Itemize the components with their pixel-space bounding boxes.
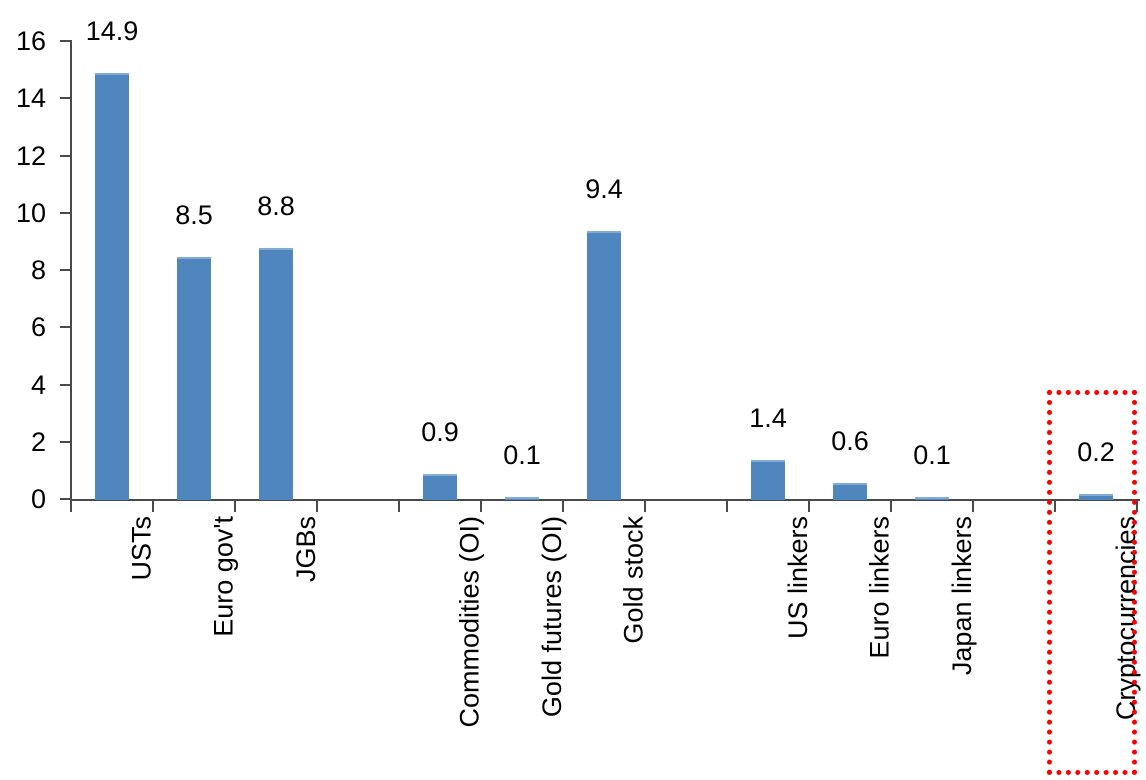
- category-label-japan-linkers: Japan linkers: [947, 516, 977, 676]
- category-label-euro-linkers: Euro linkers: [865, 516, 895, 659]
- x-tick-3: [316, 500, 318, 512]
- value-label-gold-futures-oi: 0.1: [503, 440, 541, 470]
- x-tick-9: [808, 500, 810, 512]
- y-tick-label-8: 8: [30, 255, 46, 285]
- bar-commodities-oi: [423, 474, 457, 500]
- value-label-usts: 14.9: [85, 16, 139, 46]
- y-tick-14: [60, 97, 72, 100]
- bar-gold-futures-oi: [505, 497, 539, 500]
- y-tick-6: [60, 326, 72, 329]
- highlight-box: [1047, 390, 1137, 775]
- category-label-gold-futures-oi: Gold futures (OI): [537, 516, 567, 718]
- y-tick-8: [60, 269, 72, 271]
- value-label-commodities-oi: 0.9: [421, 417, 459, 447]
- y-tick-label-14: 14: [15, 83, 46, 114]
- y-tick-label-16: 16: [15, 26, 46, 56]
- bar-euro-gov-t: [177, 257, 211, 500]
- x-tick-5: [480, 500, 482, 512]
- y-tick-12: [60, 154, 72, 157]
- x-tick-4: [398, 500, 400, 512]
- category-label-jgbs: JGBs: [291, 516, 321, 583]
- x-tick-13: [1136, 500, 1138, 512]
- category-label-us-linkers: US linkers: [783, 516, 813, 640]
- y-tick-label-0: 0: [30, 484, 46, 514]
- x-tick-1: [152, 500, 154, 512]
- value-label-japan-linkers: 0.1: [913, 440, 951, 470]
- x-tick-7: [644, 500, 646, 512]
- y-axis-line: [70, 41, 72, 501]
- bar-cryptocurrencies: [1079, 494, 1113, 500]
- x-tick-0: [70, 500, 72, 512]
- category-label-commodities-oi: Commodities (OI): [455, 516, 485, 728]
- value-label-us-linkers: 1.4: [749, 403, 787, 433]
- value-label-gold-stock: 9.4: [585, 174, 623, 204]
- x-axis-line: [70, 499, 1140, 501]
- x-tick-2: [234, 500, 236, 512]
- y-tick-label-4: 4: [30, 369, 46, 400]
- bar-euro-linkers: [833, 483, 867, 500]
- y-tick-16: [60, 40, 72, 42]
- value-label-euro-linkers: 0.6: [831, 426, 869, 456]
- category-label-gold-stock: Gold stock: [619, 516, 649, 644]
- y-tick-10: [60, 211, 72, 214]
- value-label-euro-gov-t: 8.5: [175, 200, 213, 230]
- bar-usts: [95, 73, 129, 500]
- bar-jgbs: [259, 248, 293, 500]
- y-tick-label-2: 2: [30, 426, 46, 457]
- category-label-usts: USTs: [127, 516, 157, 581]
- y-tick-label-10: 10: [15, 197, 46, 228]
- x-tick-12: [1054, 500, 1056, 512]
- x-tick-8: [726, 500, 728, 512]
- y-tick-label-6: 6: [30, 312, 46, 343]
- y-tick-0: [60, 498, 72, 500]
- bar-us-linkers: [751, 460, 785, 500]
- value-label-cryptocurrencies: 0.2: [1077, 437, 1115, 467]
- y-tick-label-12: 12: [15, 140, 46, 171]
- y-tick-2: [60, 440, 72, 443]
- category-label-euro-gov-t: Euro gov't: [209, 516, 239, 637]
- x-tick-10: [890, 500, 892, 512]
- y-tick-4: [60, 383, 72, 386]
- bar-gold-stock: [587, 231, 621, 500]
- bar-japan-linkers: [915, 497, 949, 500]
- x-tick-11: [972, 500, 974, 512]
- x-tick-6: [562, 500, 564, 512]
- value-label-jgbs: 8.8: [257, 191, 295, 221]
